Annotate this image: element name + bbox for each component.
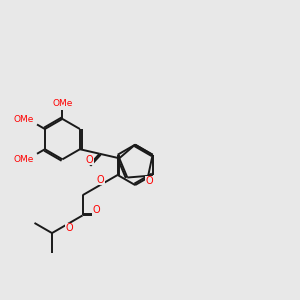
Text: OMe: OMe (14, 115, 34, 124)
Text: O: O (66, 223, 73, 233)
Text: OMe: OMe (52, 99, 73, 108)
Text: O: O (96, 175, 104, 185)
Text: O: O (93, 205, 100, 215)
Text: O: O (145, 176, 153, 186)
Text: O: O (85, 155, 93, 165)
Text: OMe: OMe (14, 154, 34, 164)
